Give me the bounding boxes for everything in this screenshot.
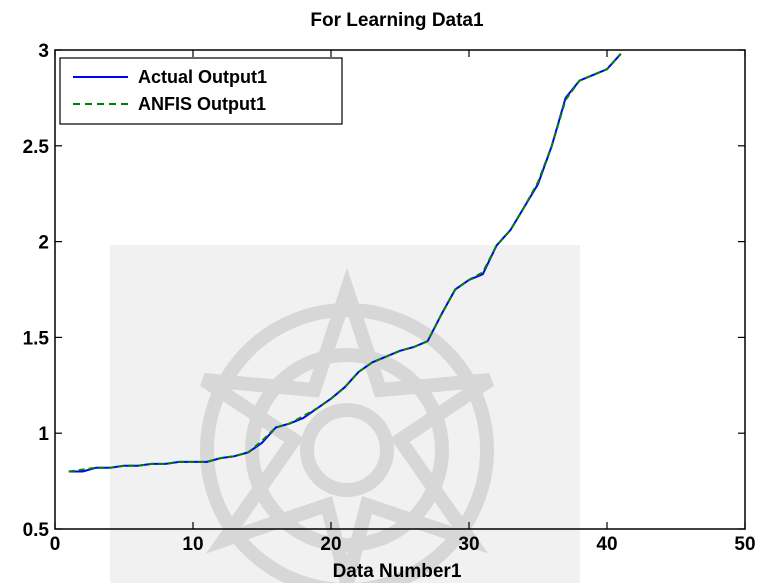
y-tick-label: 1: [38, 424, 49, 445]
watermark-panel: [110, 245, 580, 583]
y-tick-label: 0.5: [23, 520, 50, 541]
legend-label-anfis: ANFIS Output1: [138, 94, 266, 114]
y-tick-label: 2.5: [23, 137, 50, 158]
series-line-anfis: [68, 53, 622, 473]
y-tick-label: 3: [38, 41, 49, 62]
x-tick-label: 40: [596, 534, 617, 555]
watermark-ornament-icon: [200, 267, 494, 583]
x-tick-label: 10: [182, 534, 203, 555]
x-tick-label: 50: [734, 534, 755, 555]
x-tick-label: 30: [458, 534, 479, 555]
plot-area: [54, 49, 746, 530]
x-tick-label: 20: [320, 534, 341, 555]
x-axis-label: Data Number1: [333, 561, 462, 582]
legend-label-actual: Actual Output1: [138, 67, 267, 87]
series-layer: [68, 53, 622, 473]
chart-title: For Learning Data1: [310, 10, 484, 31]
watermark: [110, 245, 580, 583]
x-tick-label: 0: [50, 534, 61, 555]
y-axis: 0.5 1 1.5 2 2.5 3: [23, 41, 745, 541]
y-tick-label: 1.5: [23, 328, 50, 349]
x-axis: 0 10 20 30 40 50: [50, 50, 756, 555]
y-tick-label: 2: [38, 233, 49, 254]
legend: Actual Output1 ANFIS Output1: [59, 57, 343, 125]
legend-box: [59, 57, 343, 125]
